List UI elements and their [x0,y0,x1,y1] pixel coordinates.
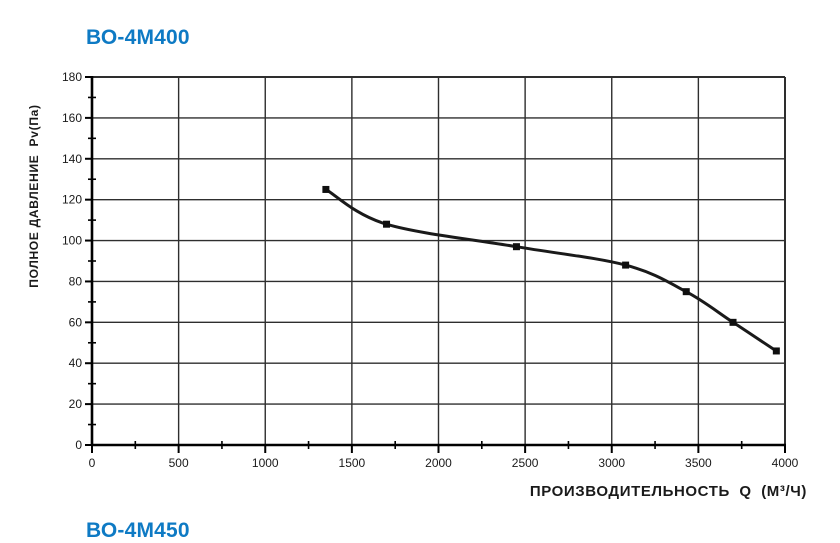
y-tick-label: 120 [62,193,82,207]
y-tick-label: 140 [62,152,82,166]
y-tick-label: 160 [62,111,82,125]
data-point-marker [772,347,780,355]
x-tick-label: 3500 [685,456,712,470]
x-tick-label: 3000 [598,456,625,470]
y-tick-label: 180 [62,70,82,84]
x-tick-label: 2000 [425,456,452,470]
next-chart-title-partial: ВО-4М450 [86,519,190,542]
x-tick-label: 1500 [339,456,366,470]
y-tick-label: 20 [69,397,83,411]
x-tick-label: 0 [89,456,96,470]
data-point-marker [622,261,630,269]
data-point-marker [729,318,737,326]
y-tick-label: 100 [62,234,82,248]
x-tick-label: 4000 [772,456,799,470]
y-tick-label: 80 [69,274,83,288]
y-tick-label: 60 [69,315,83,329]
y-tick-label: 0 [75,438,82,452]
y-tick-label: 40 [69,356,83,370]
chart-title: ВО-4М400 [86,26,190,49]
performance-curve [324,187,778,353]
data-point-marker [383,220,391,228]
x-tick-label: 500 [169,456,189,470]
fan-performance-chart: 0 20 40 60 80 100 120 140 160 180 0 500 1000 1500 2000… [62,70,799,470]
x-tick-label: 1000 [252,456,279,470]
x-tick-label: 2500 [512,456,539,470]
data-point-marker [322,185,330,193]
x-axis-title: ПРОИЗВОДИТЕЛЬНОСТЬ Q (М³/Ч) [529,483,807,500]
data-point-marker [682,288,690,296]
data-point-marker [512,243,520,251]
